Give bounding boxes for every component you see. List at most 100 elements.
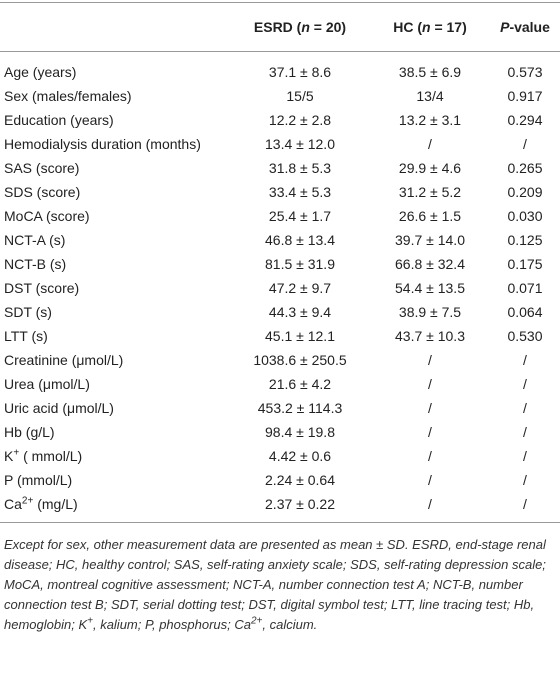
- table-row: Ca2+ (mg/L) 2.37 ± 0.22//: [0, 492, 560, 523]
- header-text: = 20): [309, 19, 347, 35]
- cell-value: /: [490, 492, 560, 523]
- table-row: K+ ( mmol/L) 4.42 ± 0.6 / /: [0, 444, 560, 468]
- cell-value: 0.071: [507, 280, 543, 296]
- row-label: P (mmol/L): [4, 472, 73, 488]
- cell-value: /: [523, 352, 527, 368]
- header-text: P: [500, 19, 510, 35]
- note-text: , calcium.: [262, 617, 318, 632]
- row-label: Education (years): [4, 112, 114, 128]
- row-label: Uric acid (μmol/L): [4, 400, 114, 416]
- cell-value: 33.4 ± 5.3: [268, 184, 332, 200]
- cell-value: 13.2 ± 3.1: [398, 112, 462, 128]
- table-row: MoCA (score) 25.4 ± 1.7 26.6 ± 1.5 0.030: [0, 204, 560, 228]
- cell-value: /: [428, 136, 432, 152]
- table-row: Education (years) 12.2 ± 2.8 13.2 ± 3.1 0.2…: [0, 108, 560, 132]
- cell-value: 0.209: [507, 184, 543, 200]
- cell-value: 25.4 ± 1.7: [268, 208, 332, 224]
- note-sup: 2+: [250, 615, 263, 627]
- cell-value: /: [428, 376, 432, 392]
- cell-value: 31.8 ± 5.3: [268, 160, 332, 176]
- header-cell: [0, 2, 230, 52]
- header-row: ESRD (n = 20) HC (n = 17) P-value: [0, 2, 560, 52]
- cell-value: 37.1 ± 8.6: [268, 64, 332, 80]
- cell-value: 47.2 ± 9.7: [268, 280, 332, 296]
- table-note: Except for sex, other measurement data a…: [0, 523, 560, 635]
- cell-value: /: [428, 400, 432, 416]
- table-row: P (mmol/L) 2.24 ± 0.64 / /: [0, 468, 560, 492]
- cell-value: 15/5: [286, 88, 314, 104]
- cell-value: 12.2 ± 2.8: [268, 112, 332, 128]
- cell-value: /: [428, 448, 432, 464]
- row-label: Hemodialysis duration (months): [4, 136, 201, 152]
- table-row: NCT-A (s) 46.8 ± 13.4 39.7 ± 14.0 0.125: [0, 228, 560, 252]
- cell-value: 29.9 ± 4.6: [398, 160, 462, 176]
- row-label: Sex (males/females): [4, 88, 132, 104]
- cell-value: /: [523, 376, 527, 392]
- table-row: DST (score) 47.2 ± 9.7 54.4 ± 13.5 0.071: [0, 276, 560, 300]
- cell-value: 66.8 ± 32.4: [395, 256, 465, 272]
- table-row: Hemodialysis duration (months) 13.4 ± 12.…: [0, 132, 560, 156]
- label-sup: 2+: [21, 495, 34, 507]
- cell-value: 45.1 ± 12.1: [265, 328, 335, 344]
- cell-value: 1038.6 ± 250.5: [253, 352, 347, 368]
- cell-value: 0.294: [507, 112, 543, 128]
- table-row: Sex (males/females) 15/5 13/4 0.917: [0, 84, 560, 108]
- header-cell: ESRD (n = 20): [230, 2, 370, 52]
- label-sup: +: [13, 447, 20, 459]
- cell-value: 13/4: [416, 88, 444, 104]
- row-label: SDT (s): [4, 304, 52, 320]
- header-text: HC (: [393, 19, 422, 35]
- label-text: K: [4, 448, 14, 464]
- table-row: Hb (g/L) 98.4 ± 19.8 / /: [0, 420, 560, 444]
- data-table: ESRD (n = 20) HC (n = 17) P-value Age (y…: [0, 2, 560, 523]
- cell-value: 0.030: [507, 208, 543, 224]
- cell-value: 0.175: [507, 256, 543, 272]
- cell-value: 13.4 ± 12.0: [265, 136, 335, 152]
- cell-value: 4.42 ± 0.6: [268, 448, 332, 464]
- cell-value: 0.573: [507, 64, 543, 80]
- header-cell: HC (n = 17): [370, 2, 490, 52]
- row-label: NCT-A (s): [4, 232, 66, 248]
- row-label: Ca2+ (mg/L): [0, 492, 230, 523]
- cell-value: 0.064: [507, 304, 543, 320]
- cell-value: 43.7 ± 10.3: [395, 328, 465, 344]
- cell-value: 453.2 ± 114.3: [257, 400, 343, 416]
- table-row: SAS (score) 31.8 ± 5.3 29.9 ± 4.6 0.265: [0, 156, 560, 180]
- table-row: SDS (score) 33.4 ± 5.3 31.2 ± 5.2 0.209: [0, 180, 560, 204]
- cell-value: 0.530: [507, 328, 543, 344]
- row-label: MoCA (score): [4, 208, 90, 224]
- table-row: LTT (s) 45.1 ± 12.1 43.7 ± 10.3 0.530: [0, 324, 560, 348]
- cell-value: 98.4 ± 19.8: [265, 424, 335, 440]
- row-label: Hb (g/L): [4, 424, 55, 440]
- cell-value: 0.265: [507, 160, 543, 176]
- cell-value: 21.6 ± 4.2: [268, 376, 332, 392]
- table-row: SDT (s) 44.3 ± 9.4 38.9 ± 7.5 0.064: [0, 300, 560, 324]
- cell-value: 2.24 ± 0.64: [265, 472, 335, 488]
- cell-value: /: [428, 352, 432, 368]
- row-label: K+ ( mmol/L): [0, 444, 230, 468]
- row-label: Age (years): [4, 64, 77, 80]
- cell-value: 0.125: [507, 232, 543, 248]
- table-row: Uric acid (μmol/L) 453.2 ± 114.3 / /: [0, 396, 560, 420]
- label-text: ( mmol/L): [19, 448, 83, 464]
- row-label: SAS (score): [4, 160, 80, 176]
- cell-value: /: [523, 424, 527, 440]
- row-label: DST (score): [4, 280, 80, 296]
- table-row: Creatinine (μmol/L) 1038.6 ± 250.5 / /: [0, 348, 560, 372]
- cell-value: 38.9 ± 7.5: [398, 304, 462, 320]
- header-text: -value: [509, 19, 550, 35]
- cell-value: /: [523, 400, 527, 416]
- note-text: , kalium; P, phosphorus; Ca: [92, 617, 251, 632]
- cell-value: 38.5 ± 6.9: [398, 64, 462, 80]
- table-row: Urea (μmol/L) 21.6 ± 4.2 / /: [0, 372, 560, 396]
- note-sup: +: [87, 615, 93, 627]
- cell-value: 26.6 ± 1.5: [398, 208, 462, 224]
- cell-value: 0.917: [507, 88, 543, 104]
- cell-value: 54.4 ± 13.5: [395, 280, 465, 296]
- cell-value: /: [428, 424, 432, 440]
- cell-value: /: [523, 136, 527, 152]
- note-text: Except for sex, other measurement data a…: [4, 537, 546, 632]
- cell-value: /: [523, 472, 527, 488]
- header-text: n: [301, 19, 310, 35]
